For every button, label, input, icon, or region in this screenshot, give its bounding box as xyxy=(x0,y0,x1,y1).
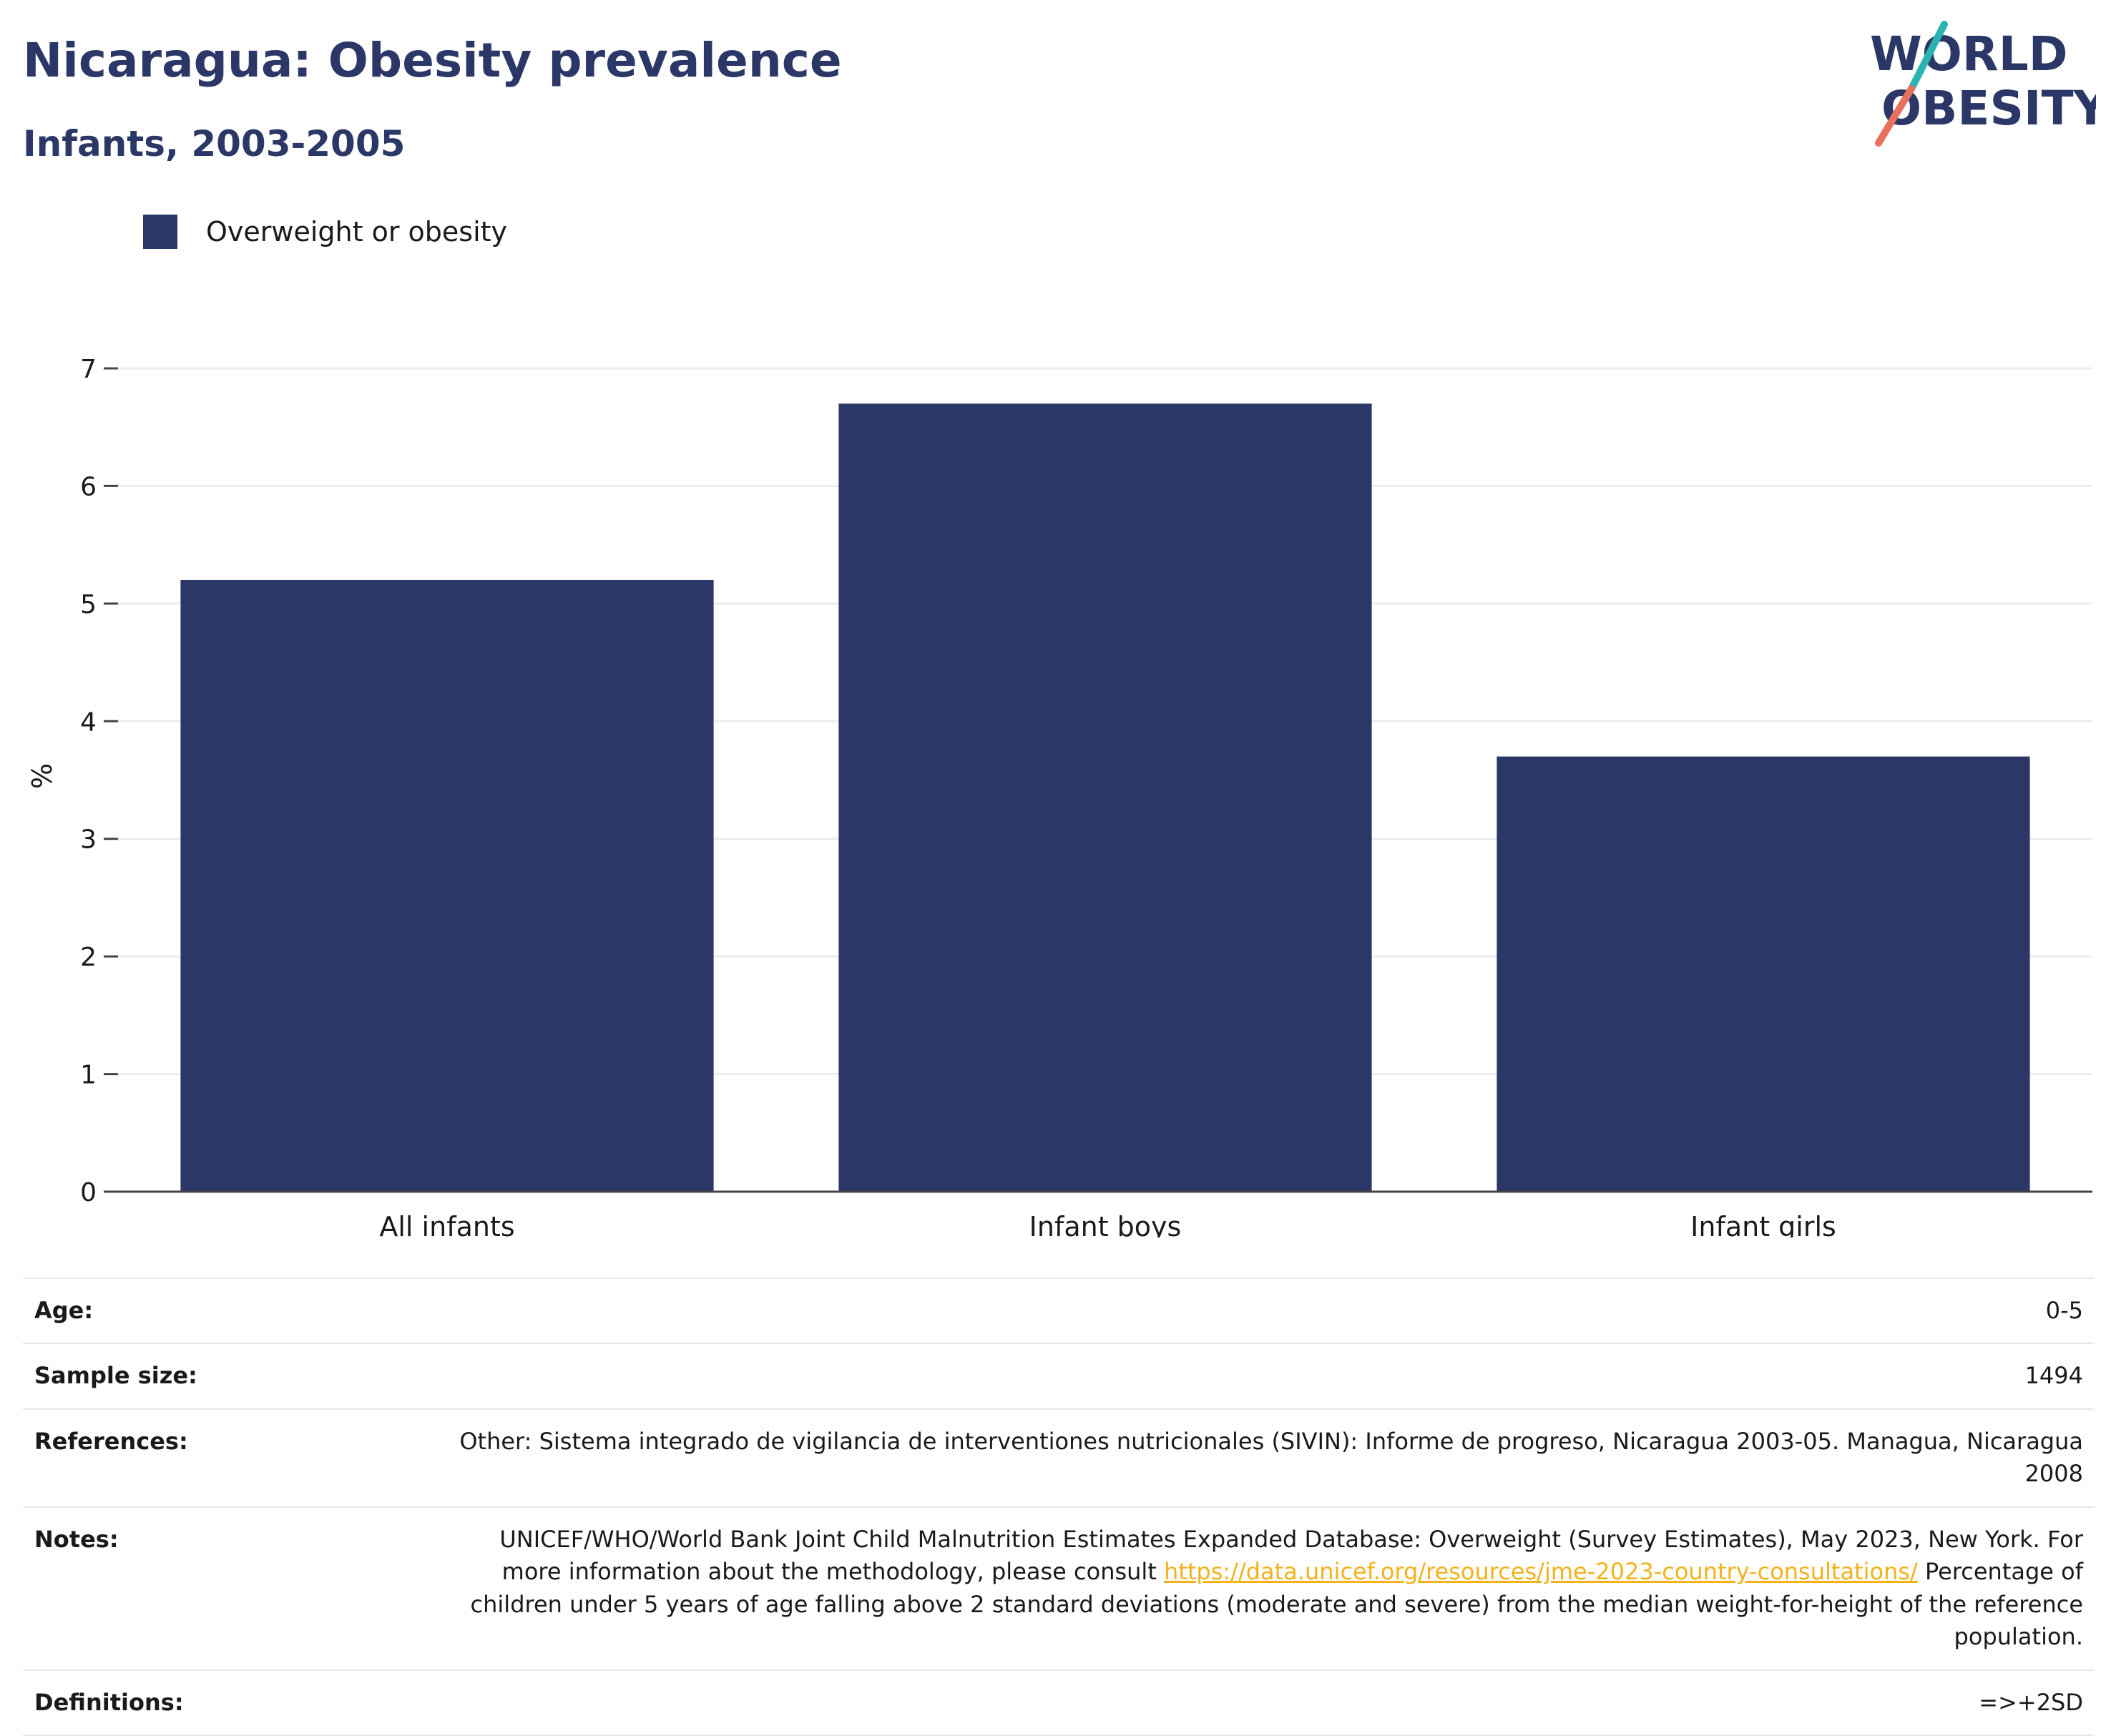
y-axis-label: % xyxy=(26,763,58,789)
y-tick-label: 5 xyxy=(80,590,97,619)
x-tick-label: All infants xyxy=(379,1211,514,1237)
world-obesity-logo: WORLD OBESITY xyxy=(1870,21,2096,147)
info-table: Age: 0-5 Sample size: 1494 References: O… xyxy=(23,1277,2095,1736)
logo-text-world: WORLD xyxy=(1870,26,2068,82)
legend: Overweight or obesity xyxy=(143,215,507,249)
info-row-definitions: Definitions: =>+2SD xyxy=(23,1669,2095,1736)
info-label-notes: Notes: xyxy=(23,1506,446,1671)
bars xyxy=(180,403,2030,1192)
logo-slash-top xyxy=(1908,21,1948,92)
methodology-link[interactable]: https://data.unicef.org/resources/jme-20… xyxy=(1164,1558,1918,1586)
info-value-notes: UNICEF/WHO/World Bank Joint Child Malnut… xyxy=(446,1506,2095,1671)
y-tick-label: 3 xyxy=(80,825,97,855)
info-row-references: References: Other: Sistema integrado de … xyxy=(23,1408,2095,1508)
legend-label: Overweight or obesity xyxy=(206,216,508,247)
x-tick-label: Infant boys xyxy=(1029,1211,1182,1237)
legend-swatch xyxy=(143,215,177,249)
y-tick-label: 6 xyxy=(80,472,97,501)
bar-chart: 0 1 2 3 4 5 6 7 All infants Infant boys Infant gir… xyxy=(26,355,2092,1237)
bar xyxy=(838,403,1372,1192)
y-tick-label: 0 xyxy=(80,1178,97,1207)
logo-slash-bottom xyxy=(1875,85,1915,147)
chart-subtitle: Infants, 2003-2005 xyxy=(23,123,406,165)
info-value-references: Other: Sistema integrado de vigilancia d… xyxy=(446,1408,2095,1508)
bar xyxy=(180,579,714,1192)
info-row-age: Age: 0-5 xyxy=(23,1277,2095,1345)
bar xyxy=(1497,756,2030,1192)
info-label-sample-size: Sample size: xyxy=(23,1343,446,1410)
chart-title: Nicaragua: Obesity prevalence xyxy=(23,33,842,88)
info-label-definitions: Definitions: xyxy=(23,1669,446,1736)
info-label-age: Age: xyxy=(23,1277,446,1345)
info-label-references: References: xyxy=(23,1408,446,1508)
y-tick-label: 1 xyxy=(80,1061,97,1090)
info-row-sample-size: Sample size: 1494 xyxy=(23,1343,2095,1410)
logo-text-obesity: OBESITY xyxy=(1881,81,2096,136)
y-tick-label: 2 xyxy=(80,943,97,972)
y-tick-label: 7 xyxy=(80,355,97,384)
axes: 0 1 2 3 4 5 6 7 All infants Infant boys Infant gir… xyxy=(80,355,2092,1237)
info-value-definitions: =>+2SD xyxy=(446,1669,2095,1736)
info-value-age: 0-5 xyxy=(446,1277,2095,1345)
notes-text-after: Percentage of children under 5 years of … xyxy=(470,1558,2083,1651)
y-tick-label: 4 xyxy=(80,707,97,737)
info-value-sample-size: 1494 xyxy=(446,1343,2095,1410)
notes-text-before: UNICEF/WHO/World Bank Joint Child Malnut… xyxy=(499,1525,2083,1586)
x-tick-label: Infant girls xyxy=(1690,1211,1836,1237)
info-row-notes: Notes: UNICEF/WHO/World Bank Joint Child… xyxy=(23,1506,2095,1671)
